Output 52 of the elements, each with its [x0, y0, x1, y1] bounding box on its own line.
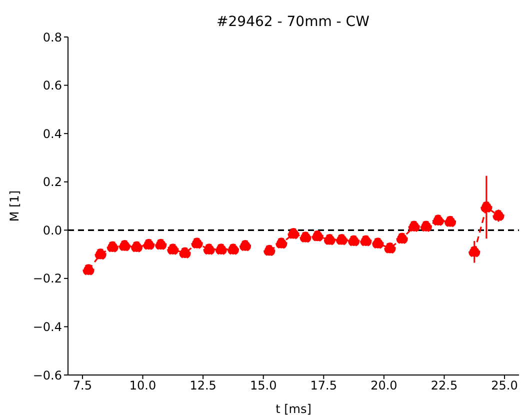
point [82, 264, 94, 276]
point [444, 216, 456, 228]
point [130, 241, 143, 253]
point [203, 244, 215, 256]
point [384, 242, 396, 254]
point [179, 247, 191, 259]
point [155, 238, 167, 250]
chart-title: #29462 - 70mm - CW [216, 14, 370, 30]
x-tick-label: 15.0 [250, 378, 277, 393]
y-tick-label: 0.8 [42, 30, 62, 44]
point [215, 244, 227, 256]
point [396, 232, 408, 244]
point [227, 244, 240, 256]
point [239, 240, 252, 252]
y-tick-label: −0.2 [32, 272, 62, 286]
point [142, 238, 155, 250]
point [324, 234, 336, 246]
y-tick-label: −0.6 [32, 368, 62, 382]
point [312, 230, 324, 242]
point [288, 228, 300, 240]
point [372, 238, 384, 250]
point [432, 214, 444, 226]
point [276, 238, 288, 250]
point [167, 244, 179, 256]
point [336, 234, 348, 246]
x-tick-label: 22.5 [430, 378, 458, 393]
point [191, 238, 203, 250]
point [360, 235, 372, 247]
x-tick-label: 17.5 [310, 378, 338, 393]
x-tick-label: 20.0 [370, 378, 398, 393]
point [468, 246, 480, 258]
point [420, 220, 432, 232]
x-axis-title: t [ms] [276, 402, 312, 415]
y-tick-label: −0.4 [32, 320, 62, 334]
x-tick-label: 10.0 [129, 378, 156, 393]
y-axis-title: M [1] [7, 190, 22, 222]
point [492, 210, 504, 222]
point [300, 232, 312, 244]
point [480, 201, 492, 214]
point [118, 240, 130, 252]
point [408, 220, 420, 232]
point [348, 235, 360, 247]
y-tick-label: 0.0 [42, 223, 62, 238]
point [106, 241, 118, 253]
point [94, 248, 106, 260]
y-tick-label: 0.4 [42, 126, 62, 141]
x-tick-label: 25.0 [491, 378, 518, 393]
x-tick-label: 12.5 [190, 378, 216, 393]
y-tick-label: 0.2 [42, 175, 62, 190]
point [264, 244, 276, 256]
x-tick-label: 7.5 [72, 378, 92, 393]
y-tick-label: 0.6 [42, 78, 62, 93]
